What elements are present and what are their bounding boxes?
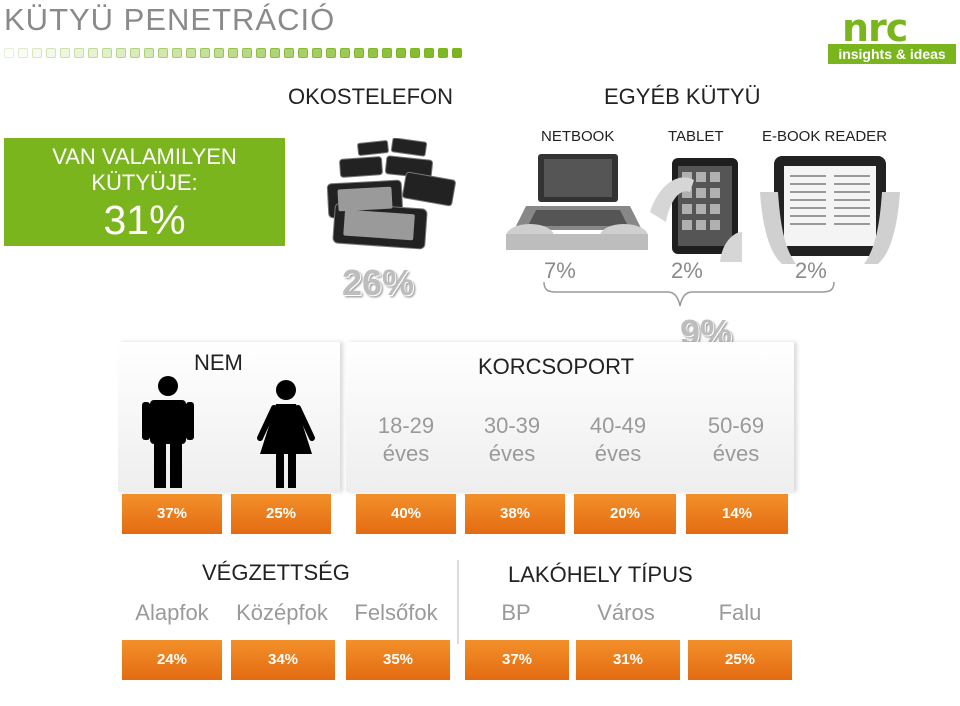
value-bar-residence-1: 37% bbox=[465, 640, 569, 680]
decorative-square bbox=[32, 48, 42, 58]
age-range: 30-39 bbox=[483, 413, 541, 438]
other-devices-heading: EGYÉB KÜTYÜ bbox=[604, 84, 761, 109]
decorative-square bbox=[256, 48, 266, 58]
man-icon bbox=[142, 376, 194, 488]
value-bar-age-3: 20% bbox=[574, 494, 676, 534]
decorative-square bbox=[340, 48, 350, 58]
other-devices-bracket bbox=[543, 281, 835, 307]
education-label-2: Középfok bbox=[236, 600, 328, 625]
smartphone-value: 26% bbox=[342, 262, 415, 303]
decorative-square bbox=[102, 48, 112, 58]
decorative-square bbox=[312, 48, 322, 58]
page-title: KÜTYÜ PENETRÁCIÓ bbox=[4, 2, 336, 37]
value-bar-residence-2: 31% bbox=[576, 640, 680, 680]
decorative-square bbox=[200, 48, 210, 58]
smartphone-heading: OKOSTELEFON bbox=[288, 84, 454, 109]
value-bar-education-2: 34% bbox=[231, 640, 335, 680]
decorative-square bbox=[452, 48, 462, 58]
decorative-square bbox=[116, 48, 126, 58]
netbook-value: 7% bbox=[544, 258, 576, 283]
value-bar-education-3: 35% bbox=[346, 640, 450, 680]
residence-label-3: Falu bbox=[718, 600, 762, 625]
decorative-square bbox=[144, 48, 154, 58]
decorative-square bbox=[326, 48, 336, 58]
age-unit: éves bbox=[594, 441, 642, 466]
decorative-squares bbox=[4, 48, 462, 58]
age-unit: éves bbox=[382, 441, 430, 466]
decorative-square bbox=[242, 48, 252, 58]
residence-heading: LAKÓHELY TÍPUS bbox=[508, 562, 693, 587]
age-range: 50-69 bbox=[707, 413, 765, 438]
education-label-1: Alapfok bbox=[135, 600, 209, 625]
gender-heading: NEM bbox=[194, 350, 243, 375]
ebook-reader-value: 2% bbox=[795, 258, 827, 283]
tablet-value: 2% bbox=[671, 258, 703, 283]
value-bar-age-2: 38% bbox=[465, 494, 565, 534]
decorative-square bbox=[354, 48, 364, 58]
logo-letters: nrc bbox=[842, 6, 908, 50]
decorative-square bbox=[172, 48, 182, 58]
education-heading: VÉGZETTSÉG bbox=[202, 560, 350, 585]
value-bar-education-1: 24% bbox=[122, 640, 222, 680]
decorative-square bbox=[214, 48, 224, 58]
value-bar-age-4: 14% bbox=[686, 494, 788, 534]
age-unit: éves bbox=[712, 441, 760, 466]
decorative-square bbox=[60, 48, 70, 58]
nrc-logo: nrc insights & ideas bbox=[828, 6, 956, 64]
age-group-4: 50-69 éves bbox=[686, 412, 786, 468]
decorative-square bbox=[228, 48, 238, 58]
smartphones-icon bbox=[326, 138, 456, 250]
decorative-square bbox=[284, 48, 294, 58]
residence-label-2: Város bbox=[597, 600, 655, 625]
netbook-icon bbox=[506, 154, 648, 250]
education-label-3: Felsőfok bbox=[354, 600, 438, 625]
decorative-square bbox=[396, 48, 406, 58]
age-heading: KORCSOPORT bbox=[478, 354, 635, 379]
age-range: 18-29 bbox=[377, 413, 435, 438]
decorative-square bbox=[424, 48, 434, 58]
decorative-square bbox=[4, 48, 14, 58]
decorative-square bbox=[88, 48, 98, 58]
decorative-square bbox=[74, 48, 84, 58]
decorative-square bbox=[130, 48, 140, 58]
decorative-square bbox=[270, 48, 280, 58]
age-group-3: 40-49 éves bbox=[568, 412, 668, 468]
netbook-label: NETBOOK bbox=[541, 128, 615, 145]
age-group-2: 30-39 éves bbox=[462, 412, 562, 468]
decorative-square bbox=[382, 48, 392, 58]
decorative-square bbox=[18, 48, 28, 58]
total-ownership-box: VAN VALAMILYEN KÜTYÜJE: 31% bbox=[4, 138, 285, 246]
value-bar-male: 37% bbox=[122, 494, 222, 534]
age-panel bbox=[346, 342, 794, 492]
total-value: 31% bbox=[103, 197, 186, 243]
woman-icon bbox=[257, 380, 315, 488]
decorative-square bbox=[438, 48, 448, 58]
decorative-square bbox=[410, 48, 420, 58]
section-divider bbox=[457, 560, 459, 644]
value-bar-female: 25% bbox=[231, 494, 331, 534]
residence-label-1: BP bbox=[501, 600, 531, 625]
age-unit: éves bbox=[488, 441, 536, 466]
decorative-square bbox=[186, 48, 196, 58]
logo-tagline: insights & ideas bbox=[828, 44, 956, 64]
ebook-reader-label: E-BOOK READER bbox=[762, 128, 888, 145]
total-line1: VAN VALAMILYEN bbox=[52, 144, 237, 169]
tablet-label: TABLET bbox=[668, 128, 724, 145]
age-group-1: 18-29 éves bbox=[356, 412, 456, 468]
tablet-icon bbox=[650, 158, 742, 262]
total-line2: KÜTYÜJE: bbox=[91, 170, 198, 195]
age-range: 40-49 bbox=[589, 413, 647, 438]
decorative-square bbox=[46, 48, 56, 58]
decorative-square bbox=[298, 48, 308, 58]
value-bar-residence-3: 25% bbox=[688, 640, 792, 680]
decorative-square bbox=[368, 48, 378, 58]
decorative-square bbox=[158, 48, 168, 58]
ebook-reader-icon bbox=[760, 156, 900, 264]
value-bar-age-1: 40% bbox=[356, 494, 456, 534]
